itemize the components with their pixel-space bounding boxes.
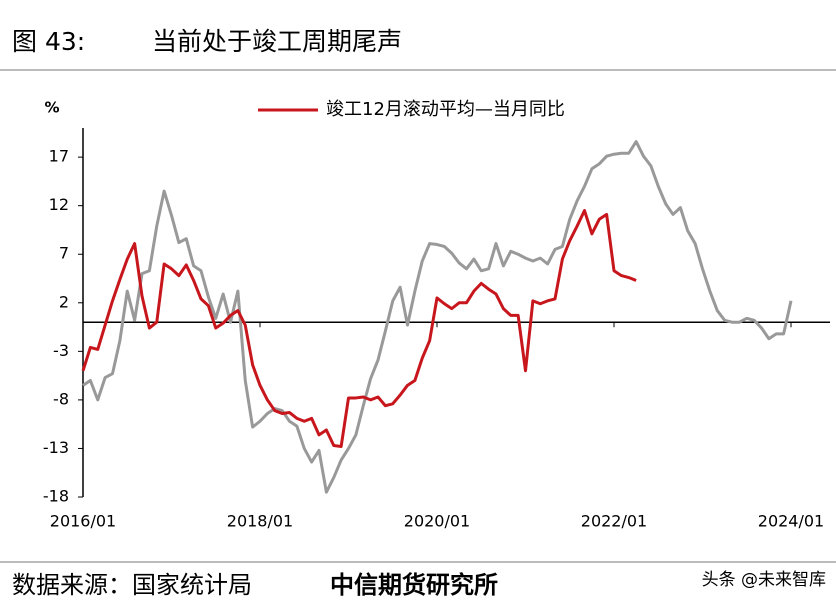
y-tick-label: -13 (43, 438, 69, 457)
series-line (82, 140, 793, 494)
y-tick-label: -8 (53, 389, 69, 408)
figure-number: 图 43: (12, 27, 85, 56)
watermark: 头条 @未来智库 (702, 570, 826, 590)
chart-title: 当前处于竣工周期尾声 (152, 27, 402, 56)
y-tick-label: -3 (53, 341, 69, 360)
y-tick-label: 12 (49, 195, 69, 214)
x-tick-label: 2024/01 (758, 512, 824, 531)
series-line (81, 209, 637, 449)
source-org: 中信期货研究所 (330, 571, 498, 599)
x-tick-label: 2018/01 (227, 512, 293, 531)
x-tick-label: 2022/01 (581, 512, 647, 531)
y-tick-label: 7 (59, 244, 69, 263)
x-tick-label: 2020/01 (404, 512, 470, 531)
source: 数据来源：国家统计局 (12, 571, 252, 599)
y-tick-label: -18 (43, 487, 69, 506)
y-axis-label: % (44, 99, 59, 117)
y-tick-label: 17 (49, 147, 69, 166)
legend-label: 竣工12月滚动平均—当月同比 (326, 99, 565, 120)
x-tick-label: 2016/01 (50, 512, 116, 531)
y-tick-label: 2 (59, 292, 69, 311)
